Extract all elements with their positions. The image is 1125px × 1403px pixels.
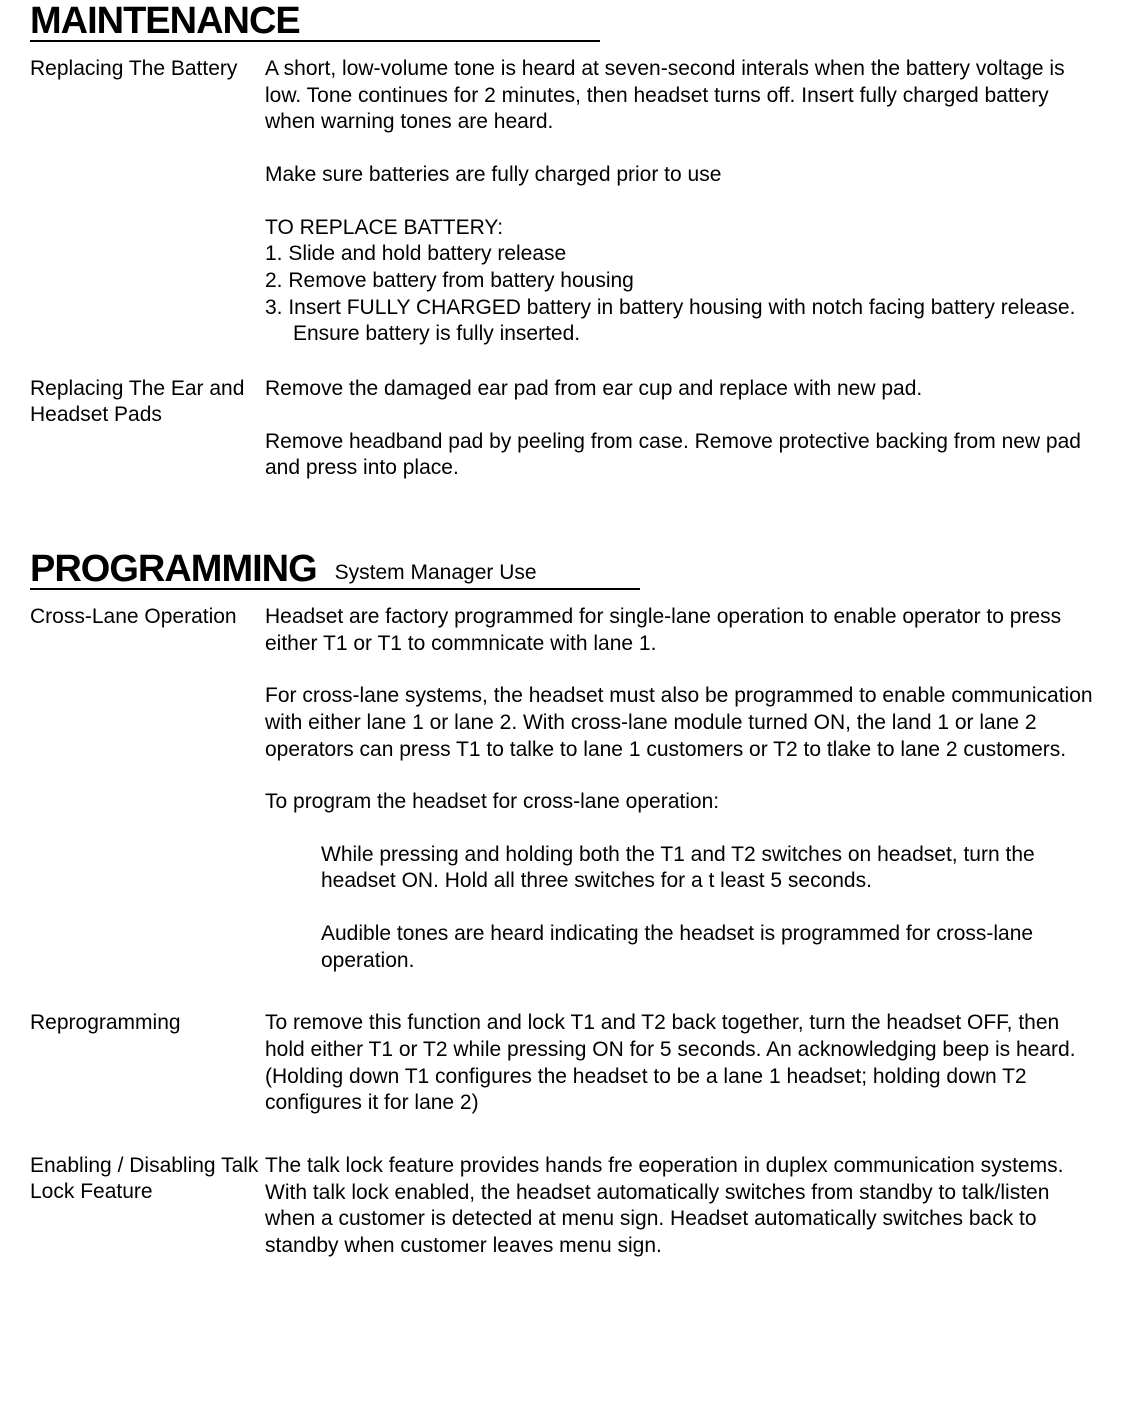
- crosslane-indent: While pressing and holding both the T1 a…: [265, 842, 1095, 975]
- label-reprogramming: Reprogramming: [30, 1010, 265, 1036]
- crosslane-p3: To program the headset for cross-lane op…: [265, 789, 1095, 816]
- battery-steps: 1. Slide and hold battery release 2. Rem…: [265, 241, 1095, 348]
- battery-step-2: 2. Remove battery from battery housing: [265, 268, 1095, 295]
- label-crosslane: Cross-Lane Operation: [30, 604, 265, 630]
- pads-p1: Remove the damaged ear pad from ear cup …: [265, 376, 1095, 403]
- crosslane-i2: Audible tones are heard indicating the h…: [321, 921, 1095, 974]
- crosslane-p1: Headset are factory programmed for singl…: [265, 604, 1095, 657]
- label-talklock: Enabling / Disabling Talk Lock Feature: [30, 1153, 265, 1206]
- pads-p2: Remove headband pad by peeling from case…: [265, 429, 1095, 482]
- body-talklock: The talk lock feature provides hands fre…: [265, 1153, 1095, 1260]
- programming-header: PROGRAMMING System Manager Use: [30, 550, 640, 590]
- body-replacing-pads: Remove the damaged ear pad from ear cup …: [265, 376, 1095, 508]
- row-crosslane: Cross-Lane Operation Headset are factory…: [30, 604, 1095, 1001]
- programming-title: PROGRAMMING: [30, 550, 317, 588]
- page: MAINTENANCE Replacing The Battery A shor…: [0, 2, 1125, 1403]
- battery-charged-note: Make sure batteries are fully charged pr…: [265, 162, 1095, 189]
- row-replacing-battery: Replacing The Battery A short, low-volum…: [30, 56, 1095, 366]
- crosslane-p2: For cross-lane systems, the headset must…: [265, 683, 1095, 763]
- battery-replace-heading: TO REPLACE BATTERY:: [265, 215, 1095, 242]
- programming-subtitle: System Manager Use: [335, 561, 537, 585]
- reprogramming-p1: To remove this function and lock T1 and …: [265, 1010, 1095, 1117]
- battery-intro: A short, low-volume tone is heard at sev…: [265, 56, 1095, 136]
- row-reprogramming: Reprogramming To remove this function an…: [30, 1010, 1095, 1143]
- label-replacing-pads: Replacing The Ear and Headset Pads: [30, 376, 265, 429]
- maintenance-header: MAINTENANCE: [30, 2, 600, 42]
- maintenance-title: MAINTENANCE: [30, 2, 300, 40]
- body-crosslane: Headset are factory programmed for singl…: [265, 604, 1095, 1001]
- row-talklock: Enabling / Disabling Talk Lock Feature T…: [30, 1153, 1095, 1260]
- body-replacing-battery: A short, low-volume tone is heard at sev…: [265, 56, 1095, 366]
- label-replacing-battery: Replacing The Battery: [30, 56, 265, 82]
- talklock-p1: The talk lock feature provides hands fre…: [265, 1153, 1095, 1260]
- row-replacing-pads: Replacing The Ear and Headset Pads Remov…: [30, 376, 1095, 508]
- maintenance-rows: Replacing The Battery A short, low-volum…: [30, 56, 1095, 518]
- battery-step-1: 1. Slide and hold battery release: [265, 241, 1095, 268]
- body-reprogramming: To remove this function and lock T1 and …: [265, 1010, 1095, 1143]
- crosslane-i1: While pressing and holding both the T1 a…: [321, 842, 1095, 895]
- section-gap: [30, 518, 1095, 548]
- programming-rows: Cross-Lane Operation Headset are factory…: [30, 604, 1095, 1270]
- battery-step-3: 3. Insert FULLY CHARGED battery in batte…: [265, 295, 1095, 348]
